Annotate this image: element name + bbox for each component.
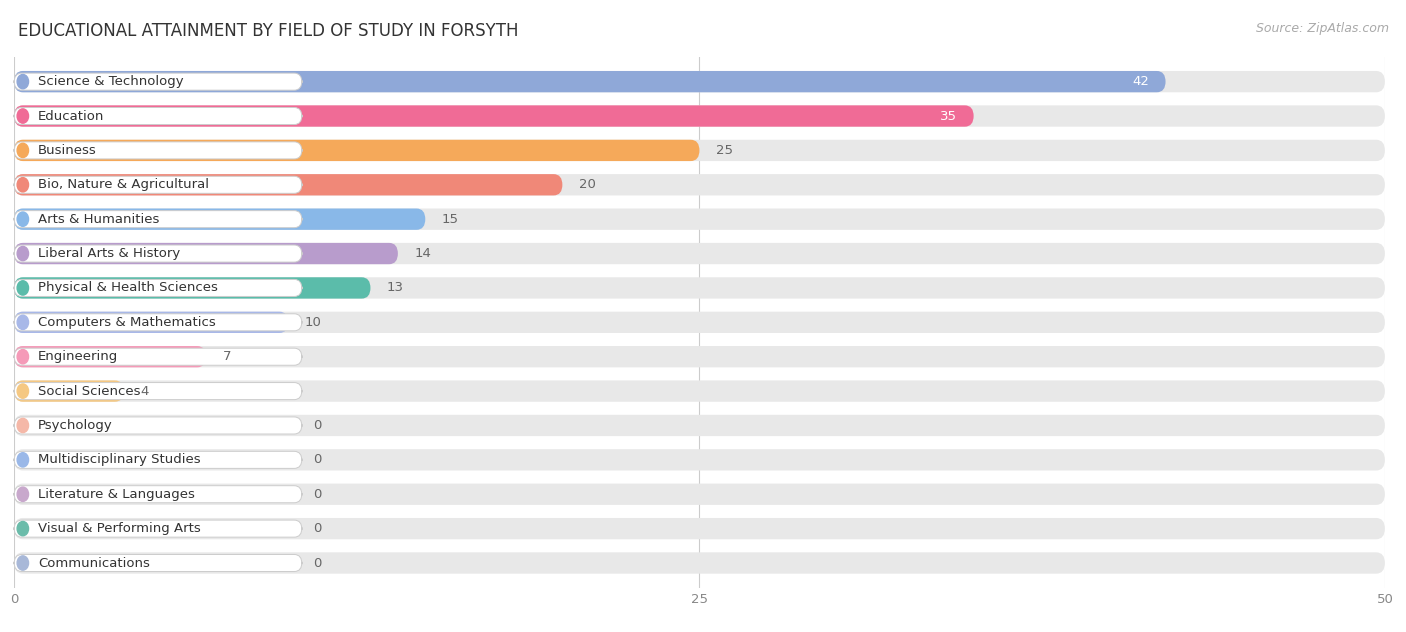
FancyBboxPatch shape bbox=[14, 140, 1385, 161]
Circle shape bbox=[17, 178, 28, 192]
Circle shape bbox=[17, 418, 28, 433]
FancyBboxPatch shape bbox=[14, 415, 1385, 436]
Circle shape bbox=[17, 521, 28, 536]
Text: Education: Education bbox=[38, 109, 104, 123]
FancyBboxPatch shape bbox=[14, 279, 302, 296]
Text: 0: 0 bbox=[314, 453, 322, 466]
Text: Engineering: Engineering bbox=[38, 350, 118, 363]
Text: 15: 15 bbox=[441, 213, 458, 226]
FancyBboxPatch shape bbox=[14, 417, 302, 434]
Text: 42: 42 bbox=[1132, 75, 1149, 88]
Text: Visual & Performing Arts: Visual & Performing Arts bbox=[38, 522, 201, 535]
FancyBboxPatch shape bbox=[14, 174, 1385, 195]
Circle shape bbox=[17, 453, 28, 467]
Text: Communications: Communications bbox=[38, 557, 150, 569]
FancyBboxPatch shape bbox=[14, 312, 288, 333]
Text: Computers & Mathematics: Computers & Mathematics bbox=[38, 316, 215, 329]
Text: Liberal Arts & History: Liberal Arts & History bbox=[38, 247, 180, 260]
Circle shape bbox=[17, 384, 28, 398]
Text: 35: 35 bbox=[941, 109, 957, 123]
FancyBboxPatch shape bbox=[14, 449, 1385, 470]
Text: Psychology: Psychology bbox=[38, 419, 112, 432]
Text: Science & Technology: Science & Technology bbox=[38, 75, 184, 88]
FancyBboxPatch shape bbox=[14, 483, 1385, 505]
Text: EDUCATIONAL ATTAINMENT BY FIELD OF STUDY IN FORSYTH: EDUCATIONAL ATTAINMENT BY FIELD OF STUDY… bbox=[18, 22, 519, 40]
FancyBboxPatch shape bbox=[14, 106, 1385, 126]
Text: Bio, Nature & Agricultural: Bio, Nature & Agricultural bbox=[38, 178, 209, 191]
FancyBboxPatch shape bbox=[14, 346, 1385, 367]
Text: 0: 0 bbox=[314, 419, 322, 432]
Circle shape bbox=[17, 246, 28, 261]
Text: 0: 0 bbox=[314, 522, 322, 535]
FancyBboxPatch shape bbox=[14, 243, 1385, 264]
FancyBboxPatch shape bbox=[14, 71, 1385, 92]
Text: 25: 25 bbox=[716, 144, 733, 157]
FancyBboxPatch shape bbox=[14, 277, 371, 298]
FancyBboxPatch shape bbox=[14, 245, 302, 262]
FancyBboxPatch shape bbox=[14, 518, 1385, 539]
FancyBboxPatch shape bbox=[14, 520, 302, 537]
FancyBboxPatch shape bbox=[14, 346, 207, 367]
Text: Physical & Health Sciences: Physical & Health Sciences bbox=[38, 281, 218, 295]
Circle shape bbox=[17, 75, 28, 89]
Text: 0: 0 bbox=[314, 557, 322, 569]
FancyBboxPatch shape bbox=[14, 277, 1385, 298]
Text: Literature & Languages: Literature & Languages bbox=[38, 488, 195, 501]
FancyBboxPatch shape bbox=[14, 382, 302, 399]
FancyBboxPatch shape bbox=[14, 142, 302, 159]
Circle shape bbox=[17, 315, 28, 329]
Circle shape bbox=[17, 143, 28, 157]
FancyBboxPatch shape bbox=[14, 209, 1385, 230]
Text: 14: 14 bbox=[415, 247, 432, 260]
FancyBboxPatch shape bbox=[14, 140, 700, 161]
FancyBboxPatch shape bbox=[14, 314, 302, 331]
Circle shape bbox=[17, 212, 28, 226]
FancyBboxPatch shape bbox=[14, 176, 302, 193]
FancyBboxPatch shape bbox=[14, 451, 302, 468]
FancyBboxPatch shape bbox=[14, 380, 1385, 402]
Text: 7: 7 bbox=[222, 350, 231, 363]
Text: 13: 13 bbox=[387, 281, 404, 295]
FancyBboxPatch shape bbox=[14, 107, 302, 125]
Text: 4: 4 bbox=[141, 385, 149, 398]
FancyBboxPatch shape bbox=[14, 348, 302, 365]
Text: Multidisciplinary Studies: Multidisciplinary Studies bbox=[38, 453, 201, 466]
Circle shape bbox=[17, 487, 28, 501]
FancyBboxPatch shape bbox=[14, 243, 398, 264]
Text: Source: ZipAtlas.com: Source: ZipAtlas.com bbox=[1256, 22, 1389, 35]
Text: Social Sciences: Social Sciences bbox=[38, 385, 141, 398]
Circle shape bbox=[17, 349, 28, 364]
FancyBboxPatch shape bbox=[14, 210, 302, 228]
Text: 10: 10 bbox=[305, 316, 322, 329]
Text: 20: 20 bbox=[579, 178, 596, 191]
Text: Arts & Humanities: Arts & Humanities bbox=[38, 213, 159, 226]
FancyBboxPatch shape bbox=[14, 554, 302, 571]
FancyBboxPatch shape bbox=[14, 486, 302, 503]
FancyBboxPatch shape bbox=[14, 312, 1385, 333]
Text: 0: 0 bbox=[314, 488, 322, 501]
FancyBboxPatch shape bbox=[14, 73, 302, 90]
Circle shape bbox=[17, 109, 28, 123]
FancyBboxPatch shape bbox=[14, 209, 425, 230]
FancyBboxPatch shape bbox=[14, 552, 1385, 574]
Circle shape bbox=[17, 281, 28, 295]
FancyBboxPatch shape bbox=[14, 380, 124, 402]
Circle shape bbox=[17, 556, 28, 570]
Text: Business: Business bbox=[38, 144, 97, 157]
FancyBboxPatch shape bbox=[14, 174, 562, 195]
FancyBboxPatch shape bbox=[14, 71, 1166, 92]
FancyBboxPatch shape bbox=[14, 106, 973, 126]
